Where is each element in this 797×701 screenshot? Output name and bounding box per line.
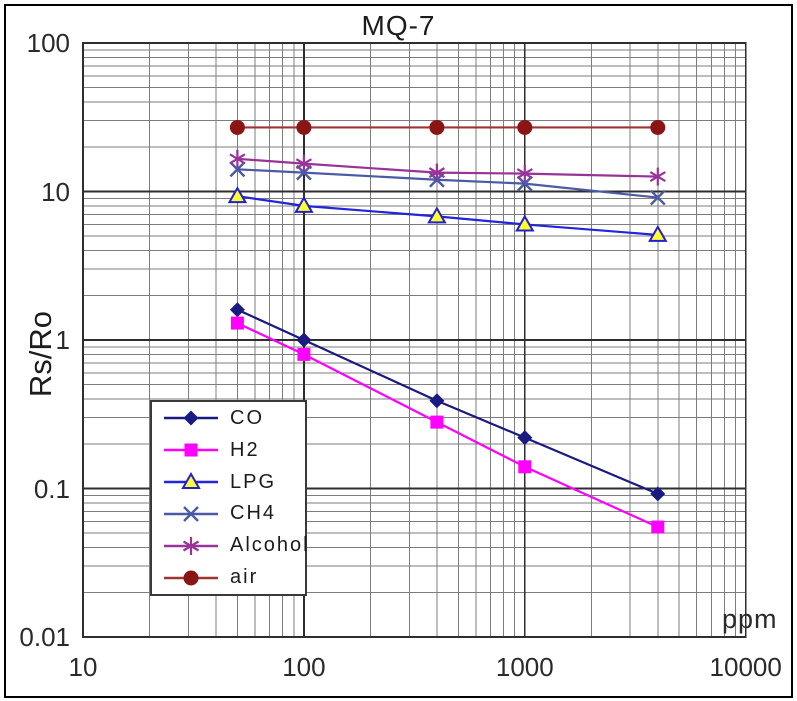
lpg-marker-icon [164, 472, 218, 490]
y-tick-label: 0.1 [33, 473, 70, 504]
y-tick-label: 10 [41, 176, 70, 207]
x-tick-label: 10 [68, 652, 98, 682]
legend-label: air [230, 566, 259, 589]
legend-label: CO [230, 406, 264, 429]
legend-item-ch4: CH4 [152, 498, 305, 529]
alcohol-marker-icon [164, 536, 218, 555]
y-tick-label: 0.01 [19, 622, 70, 652]
figure-border [4, 4, 793, 698]
y-tick-label: 1 [55, 325, 70, 355]
chart-title: MQ-7 [361, 10, 436, 41]
legend-label: CH4 [230, 502, 277, 525]
ch4-marker-icon [164, 506, 218, 522]
legend-item-air: air [152, 562, 305, 593]
x-tick-label: 10000 [709, 652, 782, 682]
air-marker-icon [164, 570, 218, 586]
x-tick-label: 100 [282, 652, 326, 682]
legend-item-lpg: LPG [152, 467, 305, 498]
y-tick-label: 100 [26, 28, 70, 58]
legend-item-alcohol: Alcohol [152, 530, 308, 561]
h2-marker-icon [164, 443, 218, 457]
legend-item-co: CO [152, 403, 305, 434]
co-marker-icon [164, 410, 218, 426]
x-unit-label: ppm [722, 604, 778, 634]
legend-label: H2 [230, 438, 260, 461]
legend-label: LPG [230, 470, 277, 493]
x-tick-label: 1000 [495, 652, 554, 682]
legend-label: Alcohol [230, 534, 310, 557]
legend-item-h2: H2 [152, 435, 305, 466]
legend-box: CO H2 LPG CH4 Alcohol air [150, 400, 308, 596]
